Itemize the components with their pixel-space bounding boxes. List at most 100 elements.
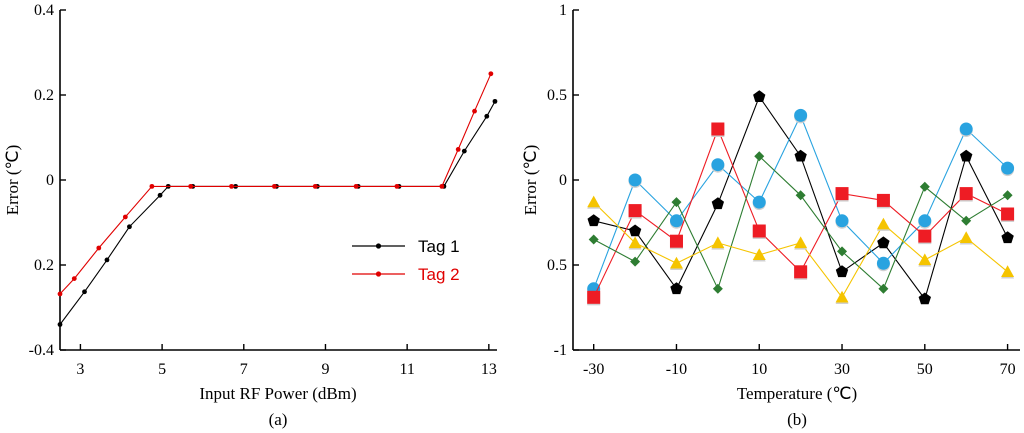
panel-a-series-tag-1-point bbox=[82, 289, 87, 295]
panel-a-series-tag-1-point bbox=[157, 192, 163, 198]
panel-a-label: (a) bbox=[269, 410, 288, 429]
panel-a-series-tag-2-point bbox=[488, 71, 494, 77]
panel-a-series-tag-1-point bbox=[492, 98, 498, 104]
panel-b-x-tick-label: -10 bbox=[666, 361, 687, 378]
panel-a-series-tag-2-point bbox=[394, 183, 400, 189]
panel-a-y-tick-label: 0.4 bbox=[34, 2, 54, 19]
panel-b-series-red-square-point bbox=[835, 187, 849, 201]
panel-b-series-black-pentagon-point bbox=[753, 90, 766, 102]
panel-b-x-axis-title: Temperature (℃) bbox=[737, 384, 857, 403]
panel-b-series-black-pentagon-point bbox=[670, 282, 683, 295]
legend-tag-2-swatch-dot bbox=[375, 271, 382, 277]
panel-b-series-blue-circle-point bbox=[876, 256, 890, 270]
panel-b-series-red-square-point bbox=[1001, 207, 1015, 221]
panel-b-series-black-pentagon-point bbox=[1001, 231, 1014, 244]
panel-a-y-axis-title: Error (℃) bbox=[3, 145, 22, 216]
panel-b-series-yellow-triangle-point bbox=[794, 236, 808, 249]
panel-b-series-black-pentagon-point bbox=[835, 265, 849, 278]
panel-a-series-tag-1-line bbox=[59, 101, 496, 325]
panel-b-y-tick-label: 0.5 bbox=[547, 87, 567, 104]
panel-a-x-tick-label: 3 bbox=[76, 361, 84, 378]
legend-tag-1-label: Tag 1 bbox=[418, 237, 460, 256]
panel-b-series-black-pentagon-point bbox=[587, 214, 600, 227]
panel-a-series-tag-2-point bbox=[455, 147, 461, 152]
panel-a-series-tag-1-point bbox=[127, 224, 132, 230]
panel-b-series-green-diamond-point bbox=[712, 283, 723, 294]
panel-b-series-red-square-point bbox=[918, 229, 932, 243]
panel-b-series-green-diamond-point bbox=[1002, 190, 1013, 201]
panel-b-series-green-diamond-point bbox=[671, 197, 682, 208]
panel-a-y-tick-label: 0.2 bbox=[34, 87, 54, 104]
panel-b-series-black-pentagon-point bbox=[877, 236, 890, 249]
panel-a-series-tag-2-point bbox=[353, 183, 359, 189]
panel-b-x-tick-label: 70 bbox=[1000, 361, 1016, 378]
panel-b-x-tick-label: 30 bbox=[834, 361, 850, 378]
panel-b-series-blue-circle-point bbox=[669, 214, 683, 228]
panel-b-x-tick-label: 50 bbox=[917, 361, 933, 378]
panel-a-series-tag-2-point bbox=[71, 276, 77, 281]
panel-b-series-red-square-point bbox=[669, 234, 683, 248]
panel-a-series-tag-2-point bbox=[57, 291, 63, 297]
panel-b-series-yellow-triangle-point bbox=[587, 195, 601, 208]
panel-b-series-yellow-triangle-point bbox=[669, 256, 683, 269]
panel-b-series-red-square-point bbox=[752, 224, 766, 238]
panel-a-series-tag-1-point bbox=[484, 113, 490, 119]
panel-b-y-tick-label: 0 bbox=[559, 172, 567, 189]
panel-a-series-tag-2-point bbox=[96, 245, 102, 251]
panel-b-series-red-square-point bbox=[628, 204, 642, 218]
panel-b-x-tick-label: 10 bbox=[751, 361, 767, 378]
panel-b-series-red-square-point bbox=[587, 290, 601, 304]
panel-a-y-tick-label: 0 bbox=[46, 172, 54, 189]
panel-b-series-green-diamond-point bbox=[837, 246, 848, 257]
panel-b-series-green-diamond-point bbox=[961, 215, 972, 226]
panel-a-series-tag-2-point bbox=[439, 183, 445, 189]
panel-b-series-blue-circle-point bbox=[1001, 161, 1015, 175]
panel-b-series-black-pentagon-point bbox=[960, 149, 973, 162]
panel-b-series-blue-circle-point bbox=[959, 122, 973, 136]
panel-a-series-tag-2-point bbox=[272, 183, 277, 189]
panel-b-series-yellow-triangle-point bbox=[628, 236, 642, 249]
panel-b-series-blue-circle-line bbox=[593, 114, 1008, 289]
panel-a-series-tag-2-line bbox=[59, 73, 492, 295]
panel-b-series-yellow-triangle-line bbox=[593, 201, 1008, 299]
panel-b-series-yellow-triangle-point bbox=[959, 231, 973, 243]
panel-a-series-tag-1-point bbox=[104, 257, 110, 263]
panel-b-series-red-square-point bbox=[959, 187, 973, 201]
panel-b-x-tick-label: -30 bbox=[583, 361, 604, 378]
panel-b-series-yellow-triangle-point bbox=[918, 253, 932, 266]
panel-b-series-green-diamond-point bbox=[795, 190, 806, 201]
panel-b-series-blue-circle-point bbox=[752, 195, 766, 209]
panel-b-series-black-pentagon-point bbox=[794, 149, 807, 162]
panel-a-x-tick-label: 11 bbox=[399, 361, 414, 378]
legend-tag-1-swatch-dot bbox=[375, 243, 382, 249]
panel-b-y-tick-label: 1 bbox=[559, 2, 567, 19]
panel-b-y-tick-label: 0.5 bbox=[547, 257, 567, 274]
panel-b-series-yellow-triangle-point bbox=[752, 248, 766, 260]
panel-a-y-tick-label: 0.2 bbox=[34, 257, 54, 274]
panel-a-series-tag-2-point bbox=[472, 108, 477, 114]
panel-a-series-tag-1-point bbox=[461, 148, 467, 154]
panel-b-series-yellow-triangle-point bbox=[835, 290, 849, 303]
panel-b-series-red-square-point bbox=[711, 122, 725, 136]
panel-b-series-green-diamond-point bbox=[630, 256, 641, 267]
panel-b-series-blue-circle-point bbox=[794, 108, 808, 122]
panel-b-y-axis-title: Error (℃) bbox=[521, 145, 540, 216]
panel-a-x-tick-label: 13 bbox=[481, 361, 497, 378]
panel-b-series-black-pentagon-point bbox=[711, 197, 724, 210]
panel-b-series-green-diamond-point bbox=[754, 151, 765, 162]
panel-b-series-yellow-triangle-point bbox=[876, 217, 890, 230]
panel-b-series-green-diamond-point bbox=[588, 234, 599, 245]
panel-b-series-blue-circle-point bbox=[918, 214, 932, 228]
panel-a-series-tag-2-point bbox=[188, 183, 194, 189]
panel-a-x-axis-title: Input RF Power (dBm) bbox=[199, 384, 356, 403]
panel-b-series-red-square-point bbox=[794, 265, 808, 279]
panel-a-x-tick-label: 7 bbox=[240, 361, 248, 378]
panel-a-series-tag-2-point bbox=[122, 214, 128, 220]
panel-a-x-tick-label: 5 bbox=[158, 361, 166, 378]
panel-b-series-green-diamond-point bbox=[878, 283, 889, 294]
panel-b-series-black-pentagon-point bbox=[628, 224, 642, 237]
panel-a-series-tag-2-point bbox=[312, 183, 318, 189]
panel-b-series-blue-circle-point bbox=[628, 173, 642, 187]
panel-a-series-tag-2-point bbox=[229, 183, 234, 189]
